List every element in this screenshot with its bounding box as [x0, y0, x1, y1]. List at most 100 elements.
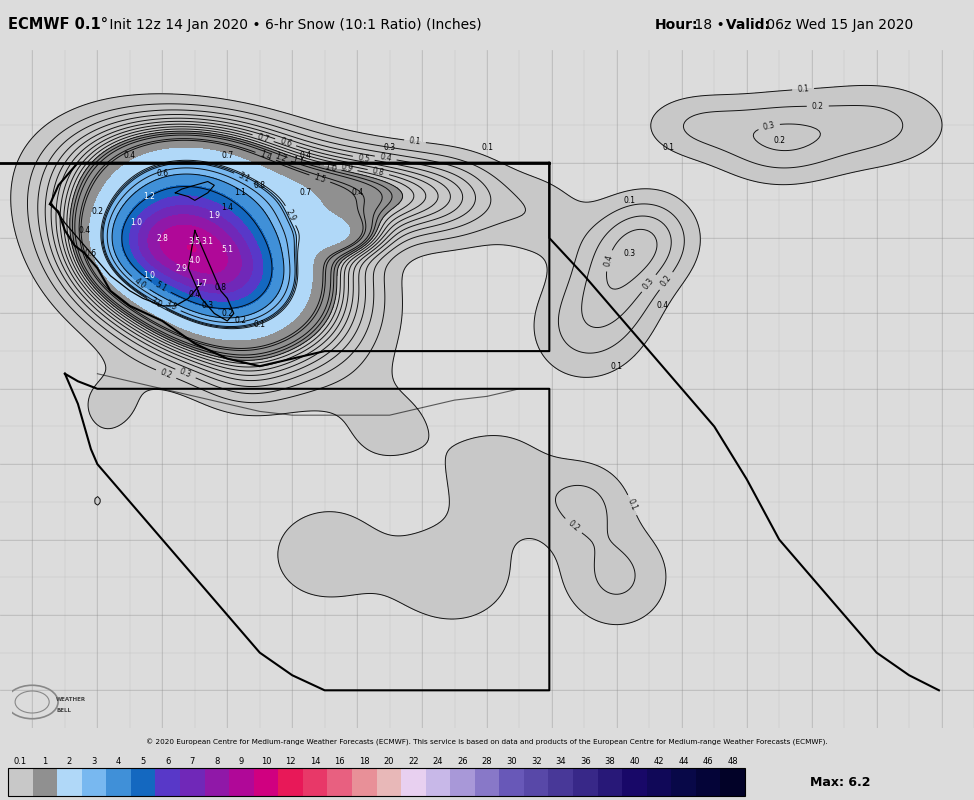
- Text: 1.4: 1.4: [258, 150, 273, 162]
- Text: 1.2: 1.2: [143, 192, 155, 201]
- Text: 2.9: 2.9: [283, 208, 297, 223]
- Text: 0.9: 0.9: [340, 162, 354, 174]
- Bar: [721, 768, 745, 796]
- Text: 42: 42: [654, 757, 664, 766]
- Text: 0.4: 0.4: [189, 290, 201, 299]
- Text: 1.0: 1.0: [143, 271, 155, 280]
- Bar: [377, 768, 401, 796]
- Text: 26: 26: [457, 757, 468, 766]
- Text: 1.7: 1.7: [196, 278, 207, 288]
- Text: Hour:: Hour:: [655, 18, 698, 32]
- Text: 0.4: 0.4: [78, 226, 91, 235]
- Text: 9: 9: [239, 757, 244, 766]
- Bar: [82, 768, 106, 796]
- Bar: [352, 768, 377, 796]
- Text: 0.6: 0.6: [85, 249, 97, 258]
- Text: 7: 7: [190, 757, 195, 766]
- Text: 0.1: 0.1: [611, 362, 622, 370]
- Text: 1.1: 1.1: [235, 188, 246, 198]
- Text: 4.0: 4.0: [132, 276, 148, 290]
- Text: 0.3: 0.3: [202, 302, 214, 310]
- Text: 0.5: 0.5: [356, 153, 370, 164]
- Bar: [548, 768, 573, 796]
- Text: 3.5: 3.5: [189, 238, 201, 246]
- Bar: [695, 768, 721, 796]
- Text: 38: 38: [605, 757, 616, 766]
- Text: 1.9: 1.9: [208, 211, 220, 220]
- Text: 44: 44: [678, 757, 689, 766]
- Text: 0.3: 0.3: [384, 143, 395, 152]
- Text: 0.2: 0.2: [235, 317, 246, 326]
- Text: 8: 8: [214, 757, 219, 766]
- Text: 20: 20: [384, 757, 394, 766]
- Text: 12: 12: [285, 757, 296, 766]
- Bar: [500, 768, 524, 796]
- Text: 0.6: 0.6: [279, 136, 293, 149]
- Bar: [671, 768, 695, 796]
- Bar: [401, 768, 426, 796]
- Text: Max: 6.2: Max: 6.2: [810, 775, 871, 789]
- Text: 36: 36: [580, 757, 590, 766]
- Text: 0.1: 0.1: [254, 320, 266, 330]
- Bar: [426, 768, 450, 796]
- Text: 30: 30: [506, 757, 517, 766]
- Text: 5: 5: [140, 757, 146, 766]
- Text: 0.7: 0.7: [299, 188, 312, 198]
- Text: 0.4: 0.4: [656, 302, 668, 310]
- Bar: [8, 768, 745, 796]
- Text: 1.0: 1.0: [323, 162, 337, 174]
- Bar: [229, 768, 253, 796]
- Text: 0.4: 0.4: [124, 150, 136, 160]
- Bar: [32, 768, 57, 796]
- Text: 0.2: 0.2: [92, 207, 103, 216]
- Text: Init 12z 14 Jan 2020 • 6-hr Snow (10:1 Ratio) (Inches): Init 12z 14 Jan 2020 • 6-hr Snow (10:1 R…: [105, 18, 482, 32]
- Text: 6: 6: [165, 757, 170, 766]
- Text: 0.2: 0.2: [159, 368, 173, 381]
- Text: 4: 4: [116, 757, 121, 766]
- Bar: [57, 768, 82, 796]
- Bar: [253, 768, 279, 796]
- Bar: [279, 768, 303, 796]
- Text: 10: 10: [261, 757, 271, 766]
- Text: 0.1: 0.1: [408, 136, 422, 146]
- Text: 0.2: 0.2: [566, 518, 581, 534]
- Bar: [598, 768, 622, 796]
- Text: 40: 40: [629, 757, 640, 766]
- Text: 0.2: 0.2: [659, 274, 673, 289]
- Text: 24: 24: [432, 757, 443, 766]
- Text: 5.1: 5.1: [221, 245, 233, 254]
- Text: 1: 1: [42, 757, 48, 766]
- Text: 28: 28: [482, 757, 493, 766]
- Bar: [205, 768, 229, 796]
- Text: 1.2: 1.2: [274, 151, 288, 164]
- Text: 0.1: 0.1: [624, 196, 636, 205]
- Text: 0.1: 0.1: [797, 84, 809, 94]
- Text: 0.3: 0.3: [762, 120, 776, 132]
- Bar: [327, 768, 352, 796]
- Text: © 2020 European Centre for Medium-range Weather Forecasts (ECMWF). This service : © 2020 European Centre for Medium-range …: [146, 738, 828, 746]
- Text: 18 •: 18 •: [690, 18, 725, 32]
- Text: 0.4: 0.4: [379, 153, 393, 163]
- Text: 0.1: 0.1: [14, 757, 27, 766]
- Text: 1.4: 1.4: [221, 203, 233, 212]
- Bar: [647, 768, 671, 796]
- Text: 0.7: 0.7: [256, 132, 271, 144]
- Bar: [573, 768, 598, 796]
- Text: 2: 2: [67, 757, 72, 766]
- Bar: [131, 768, 156, 796]
- Text: 3.5: 3.5: [164, 299, 178, 313]
- Text: 1.1: 1.1: [291, 155, 305, 167]
- Text: 46: 46: [703, 757, 714, 766]
- Text: 0.1: 0.1: [481, 143, 493, 152]
- Text: 0.2: 0.2: [811, 102, 824, 110]
- Text: 3.1: 3.1: [202, 238, 213, 246]
- Bar: [8, 768, 32, 796]
- Bar: [450, 768, 474, 796]
- Text: 0.3: 0.3: [623, 249, 636, 258]
- Text: 0.3: 0.3: [642, 276, 656, 291]
- Bar: [303, 768, 327, 796]
- Text: 5.1: 5.1: [154, 280, 169, 294]
- Text: 34: 34: [555, 757, 566, 766]
- Text: 0.4: 0.4: [351, 188, 363, 198]
- Text: 06z Wed 15 Jan 2020: 06z Wed 15 Jan 2020: [762, 18, 913, 32]
